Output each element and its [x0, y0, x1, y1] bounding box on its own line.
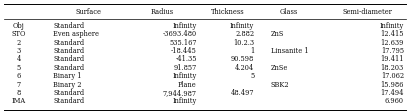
Text: 12.415: 12.415: [380, 30, 403, 38]
Text: Surface: Surface: [75, 8, 101, 16]
Text: Standard: Standard: [53, 22, 84, 30]
Text: Obj: Obj: [13, 22, 24, 30]
Text: 4.204: 4.204: [234, 63, 254, 71]
Text: -18.445: -18.445: [171, 47, 196, 55]
Text: 7,944.987: 7,944.987: [162, 88, 196, 96]
Text: SBK2: SBK2: [270, 80, 288, 88]
Text: Glass: Glass: [279, 8, 297, 16]
Text: ZnSe: ZnSe: [270, 63, 287, 71]
Text: 48.497: 48.497: [230, 88, 254, 96]
Text: Infinity: Infinity: [379, 22, 403, 30]
Text: Standard: Standard: [53, 63, 84, 71]
Text: 7: 7: [16, 80, 20, 88]
Text: Infinity: Infinity: [229, 22, 254, 30]
Text: 19.411: 19.411: [380, 55, 403, 63]
Text: Semi-diameter: Semi-diameter: [341, 8, 391, 16]
Text: 3: 3: [16, 47, 20, 55]
Text: 18.203: 18.203: [380, 63, 403, 71]
Text: 6.960: 6.960: [384, 96, 403, 104]
Text: 2: 2: [16, 38, 20, 46]
Text: IMA: IMA: [11, 96, 25, 104]
Text: STO: STO: [11, 30, 26, 38]
Text: Standard: Standard: [53, 88, 84, 96]
Text: Binary 1: Binary 1: [53, 72, 82, 79]
Text: 2.882: 2.882: [234, 30, 254, 38]
Text: Plane: Plane: [178, 80, 196, 88]
Text: Infinity: Infinity: [172, 22, 196, 30]
Text: -3693.480: -3693.480: [162, 30, 196, 38]
Text: Binary 2: Binary 2: [53, 80, 82, 88]
Text: Standard: Standard: [53, 55, 84, 63]
Text: 10.2.3: 10.2.3: [232, 38, 254, 46]
Text: -41.35: -41.35: [175, 55, 196, 63]
Text: 12.639: 12.639: [380, 38, 403, 46]
Text: 90.598: 90.598: [230, 55, 254, 63]
Text: 17.494: 17.494: [380, 88, 403, 96]
Text: Even asphere: Even asphere: [53, 30, 99, 38]
Text: Standard: Standard: [53, 96, 84, 104]
Text: 1: 1: [249, 47, 254, 55]
Text: 91.857: 91.857: [173, 63, 196, 71]
Text: Standard: Standard: [53, 47, 84, 55]
Text: Standard: Standard: [53, 38, 84, 46]
Text: 8: 8: [16, 88, 20, 96]
Text: 15.986: 15.986: [380, 80, 403, 88]
Text: 535.167: 535.167: [169, 38, 196, 46]
Text: 4: 4: [16, 55, 20, 63]
Text: 17.062: 17.062: [380, 72, 403, 79]
Text: Thickness: Thickness: [210, 8, 244, 16]
Text: 5: 5: [249, 72, 254, 79]
Text: ZnS: ZnS: [270, 30, 283, 38]
Text: Radius: Radius: [150, 8, 173, 16]
Text: 17.795: 17.795: [380, 47, 403, 55]
Text: 5: 5: [16, 63, 20, 71]
Text: 6: 6: [16, 72, 20, 79]
Text: Infinity: Infinity: [172, 96, 196, 104]
Text: Linsanite 1: Linsanite 1: [270, 47, 308, 55]
Text: Infinity: Infinity: [172, 72, 196, 79]
